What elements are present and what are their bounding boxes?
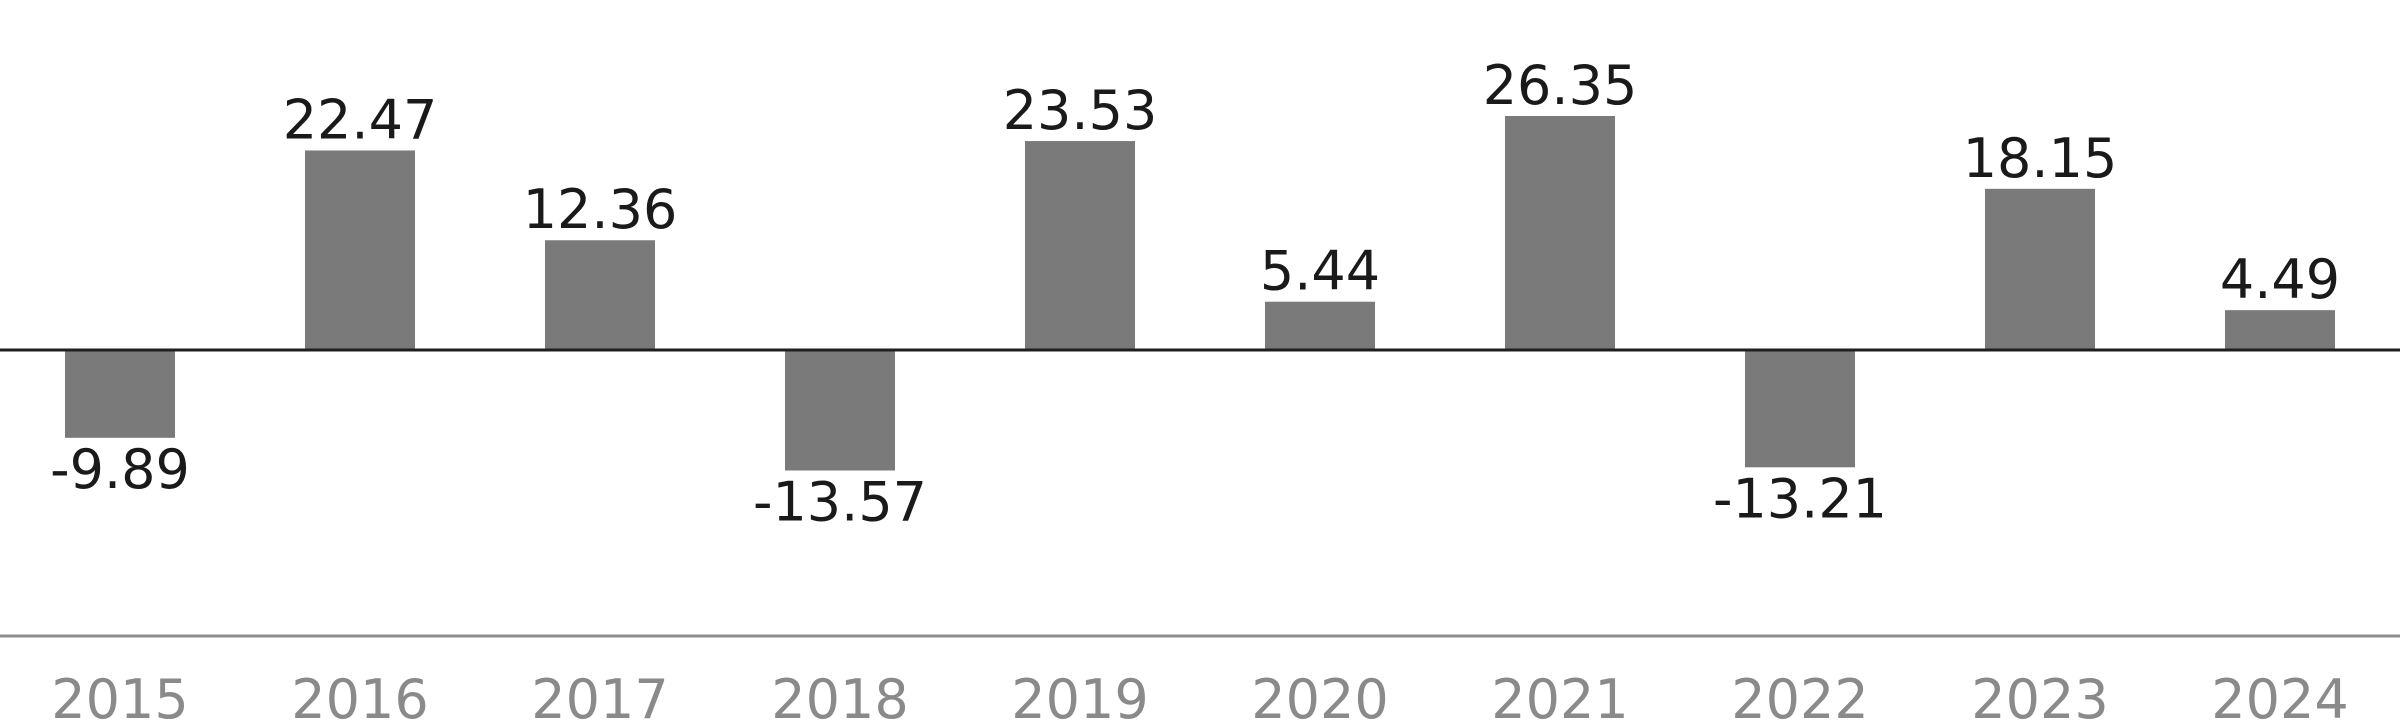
- x-tick-label-2021: 2021: [1491, 668, 1628, 725]
- data-label-2015: -9.89: [50, 438, 190, 501]
- data-label-2019: 23.53: [1003, 79, 1158, 142]
- data-label-2023: 18.15: [1963, 127, 2118, 190]
- bar-2024: [2225, 310, 2335, 350]
- x-tick-labels-layer: 2015 2016 2017 2018 2019 2020 2021 2022 2023 2024: [51, 668, 2348, 725]
- x-tick-label-2023: 2023: [1971, 668, 2108, 725]
- x-tick-label-2020: 2020: [1251, 668, 1388, 725]
- bar-2023: [1985, 188, 2095, 350]
- bar-2021: [1505, 116, 1615, 351]
- bars-layer: [65, 116, 2335, 471]
- x-tick-label-2018: 2018: [771, 668, 908, 725]
- bar-2016: [305, 150, 415, 350]
- data-label-2022: -13.21: [1713, 467, 1887, 530]
- data-label-2024: 4.49: [2220, 248, 2340, 311]
- data-label-2017: 12.36: [523, 178, 678, 241]
- data-label-2018: -13.57: [753, 471, 927, 534]
- value-labels-layer: -9.89 22.47 12.36 -13.57 23.53 5.44 26.35 -13.2…: [50, 54, 2340, 533]
- bar-2020: [1265, 301, 1375, 350]
- x-tick-label-2015: 2015: [51, 668, 188, 725]
- x-tick-label-2022: 2022: [1731, 668, 1868, 725]
- x-tick-label-2016: 2016: [291, 668, 428, 725]
- data-label-2021: 26.35: [1483, 54, 1638, 117]
- bar-2018: [785, 350, 895, 471]
- bar-2015: [65, 350, 175, 438]
- data-label-2020: 5.44: [1260, 240, 1380, 303]
- x-tick-label-2017: 2017: [531, 668, 668, 725]
- data-label-2016: 22.47: [283, 88, 438, 151]
- bar-2017: [545, 240, 655, 350]
- bar-2019: [1025, 141, 1135, 350]
- x-tick-label-2019: 2019: [1011, 668, 1148, 725]
- x-tick-label-2024: 2024: [2211, 668, 2348, 725]
- bar-2022: [1745, 350, 1855, 468]
